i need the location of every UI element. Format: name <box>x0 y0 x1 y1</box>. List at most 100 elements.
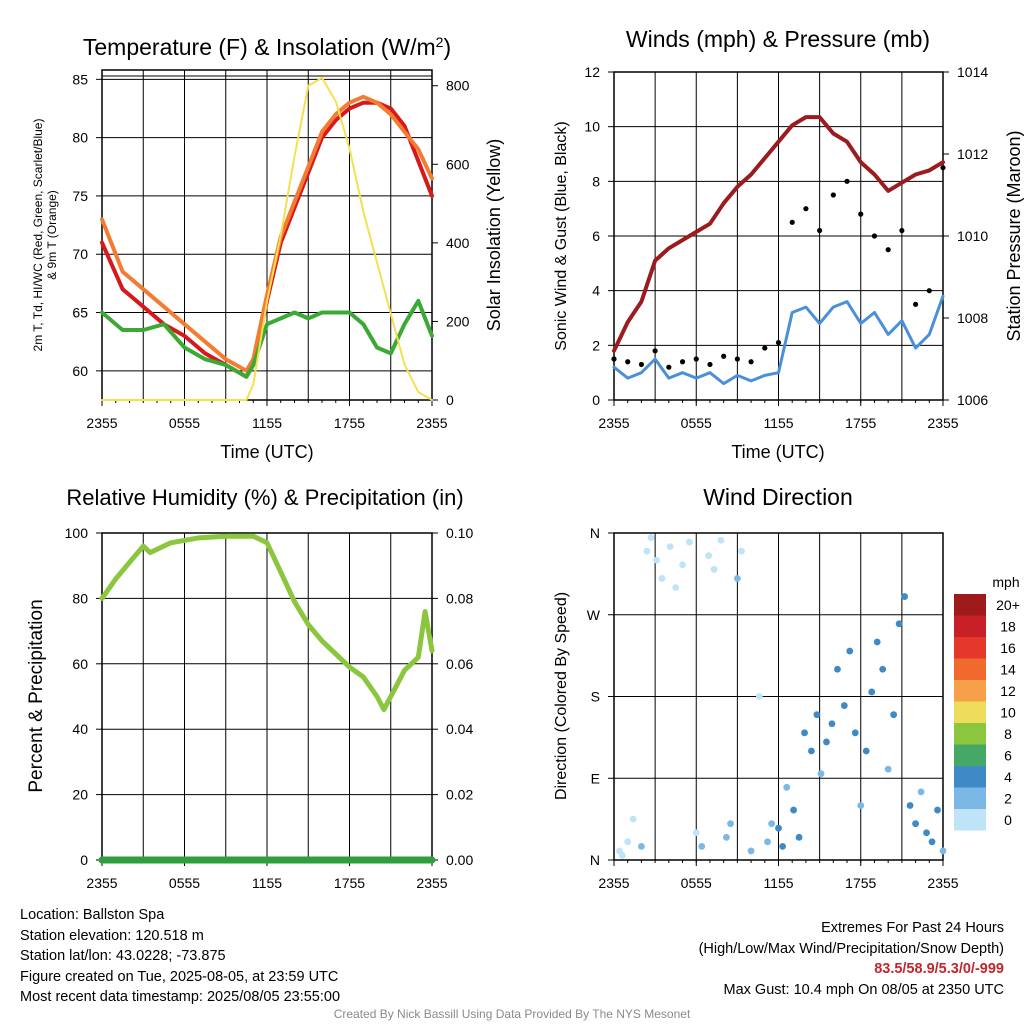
gust-point <box>693 356 699 362</box>
y2-tick-label: 0 <box>446 392 454 408</box>
x-tick-label: 0555 <box>681 415 712 431</box>
x-tick-label: 1155 <box>252 415 282 431</box>
y-tick-label: 20 <box>72 787 88 803</box>
x-axis-label: Time (UTC) <box>220 442 313 462</box>
direction-point <box>890 711 898 719</box>
x-tick-label: 0555 <box>169 415 200 431</box>
y-tick-label: 0 <box>80 852 88 868</box>
legend-swatch <box>954 658 986 680</box>
direction-point <box>658 575 666 582</box>
legend-label: 16 <box>1000 640 1016 656</box>
y2-tick-label: 400 <box>446 235 470 251</box>
series-line-pressure <box>612 115 945 353</box>
y-tick-label: 60 <box>72 656 88 672</box>
direction-point <box>901 593 909 600</box>
x-tick-label: 0555 <box>681 875 712 891</box>
direction-point <box>828 720 836 728</box>
direction-point <box>868 688 876 696</box>
direction-point <box>717 536 725 544</box>
direction-point <box>934 806 941 814</box>
panel-3-grid <box>142 533 392 860</box>
legend-swatch <box>954 680 986 702</box>
legend-swatch <box>954 701 986 723</box>
y-tick-label: 75 <box>72 188 88 204</box>
y-tick-label: 60 <box>72 363 88 379</box>
y-tick-label: 2 <box>592 337 600 353</box>
direction-point <box>638 842 645 850</box>
x-tick-label: 2355 <box>598 415 629 431</box>
direction-point <box>779 842 787 850</box>
direction-point <box>629 815 637 823</box>
y-tick-label: 40 <box>72 721 88 737</box>
y-tick-label: 85 <box>72 71 88 87</box>
legend-swatch <box>954 594 986 616</box>
y-axis-label: Sonic Wind & Gust (Blue, Black) <box>553 121 570 350</box>
gust-point <box>885 247 891 253</box>
y-tick-label: N <box>590 852 600 868</box>
series-line-orange <box>100 94 434 373</box>
extremes-info: Extremes For Past 24 Hours (High/Low/Max… <box>699 918 1004 1000</box>
legend-swatch <box>954 766 986 788</box>
x-tick-label: 2355 <box>416 415 447 431</box>
direction-point <box>618 852 626 859</box>
y-tick-label: N <box>590 525 600 541</box>
x-tick-label: 2355 <box>86 415 117 431</box>
y2-tick-label: 800 <box>446 78 470 94</box>
direction-point <box>884 765 892 773</box>
y2-tick-label: 0.04 <box>446 721 473 737</box>
x-tick-label: 1755 <box>334 875 365 891</box>
gust-point <box>611 356 617 362</box>
legend-swatch <box>954 744 986 766</box>
y2-tick-label: 0.02 <box>446 787 473 803</box>
gust-point <box>844 178 850 184</box>
direction-point <box>939 847 947 855</box>
legend-label: 0 <box>1004 812 1012 828</box>
y2-tick-label: 0.10 <box>446 525 473 541</box>
gust-point <box>899 227 905 234</box>
y-axis-label: Percent & Precipitation <box>26 599 47 792</box>
x-tick-label: 2355 <box>416 875 447 891</box>
legend-label: 6 <box>1004 748 1012 764</box>
x-tick-label: 1755 <box>845 875 876 891</box>
elevation-text: Station elevation: 120.518 m <box>20 927 204 944</box>
direction-point <box>768 820 776 828</box>
gust-point <box>762 345 768 351</box>
direction-point <box>808 747 815 755</box>
legend-label: 4 <box>1004 769 1012 785</box>
series-line-yellow <box>101 76 433 401</box>
x-tick-label: 0555 <box>169 875 200 891</box>
x-tick-label: 2355 <box>927 415 958 431</box>
direction-point <box>738 547 745 555</box>
y-tick-label: 80 <box>72 590 88 606</box>
latlon-text: Station lat/lon: 43.0228; -73.875 <box>20 948 226 965</box>
direction-point <box>879 665 887 673</box>
y-tick-label: W <box>587 607 601 623</box>
direction-point <box>840 702 848 709</box>
y-tick-label: 6 <box>592 228 600 244</box>
direction-point <box>817 770 825 778</box>
direction-point <box>653 556 660 564</box>
direction-point <box>923 829 930 837</box>
direction-point <box>790 806 797 814</box>
direction-point <box>692 829 700 837</box>
legend-label: 18 <box>1000 619 1016 635</box>
y-tick-label: 4 <box>592 283 600 299</box>
gust-point <box>830 192 836 198</box>
y2-tick-label: 0.08 <box>446 590 473 606</box>
direction-point <box>647 534 655 541</box>
y-tick-label: 10 <box>584 119 600 135</box>
gust-point <box>679 359 686 365</box>
gust-point <box>721 353 727 359</box>
y-tick-label: 80 <box>72 130 88 146</box>
chart-title: Wind Direction <box>703 484 853 510</box>
y-tick-label: E <box>591 770 600 786</box>
legend-swatch <box>954 615 986 637</box>
y-tick-label: 0 <box>592 392 600 408</box>
x-tick-label: 2355 <box>598 875 629 891</box>
direction-point <box>672 584 680 591</box>
series-line-rh <box>99 533 435 713</box>
direction-point <box>747 847 755 855</box>
x-tick-label: 2355 <box>927 875 958 891</box>
y-axis-label: 2m T, Td, HI/WC (Red, Green, Scarlet/Blu… <box>31 119 45 352</box>
direction-point <box>823 738 830 746</box>
